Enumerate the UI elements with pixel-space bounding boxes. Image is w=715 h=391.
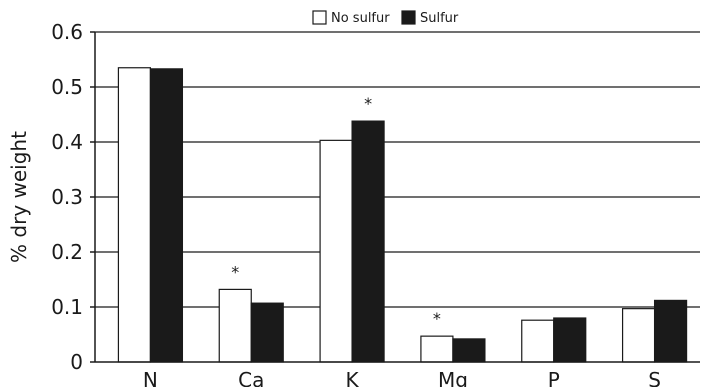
y-tick-label: 0 — [70, 350, 83, 374]
x-category-label-mg: Mg — [438, 368, 468, 387]
bar-ca-sulfur — [250, 302, 284, 363]
bar-s-sulfur — [653, 299, 688, 363]
y-tick-label: 0.3 — [51, 185, 83, 209]
legend: No sulfur Sulfur — [312, 10, 459, 26]
annotations: * * * — [231, 94, 441, 328]
significance-marker-mg: * — [433, 309, 441, 328]
x-category-label-p: P — [548, 368, 560, 387]
gridlines — [95, 31, 700, 308]
y-tick-label: 0.6 — [51, 20, 83, 44]
y-tick-label: 0.1 — [51, 295, 83, 319]
legend-label-no-sulfur: No sulfur — [331, 11, 390, 26]
y-tick-label: 0.4 — [51, 130, 83, 154]
bar-n-no-sulfur — [117, 67, 152, 363]
bar-p-sulfur — [553, 317, 587, 363]
y-axis-title: % dry weight — [7, 131, 31, 263]
bar-k-sulfur — [351, 120, 385, 363]
x-category-label-ca: Ca — [238, 368, 264, 387]
legend-swatch-no-sulfur — [312, 10, 327, 25]
significance-marker-k: * — [364, 94, 372, 113]
bar-n-sulfur — [149, 68, 184, 363]
legend-label-sulfur: Sulfur — [420, 11, 459, 26]
bar-k-no-sulfur — [319, 139, 353, 363]
x-category-label-n: N — [143, 368, 158, 387]
bar-p-no-sulfur — [521, 319, 555, 363]
y-tick-label: 0.2 — [51, 240, 83, 264]
bar-ca-no-sulfur — [218, 288, 252, 363]
y-tick-label: 0.5 — [51, 75, 83, 99]
x-category-labels: N Ca K Mg P S — [143, 368, 661, 391]
bar-s-no-sulfur — [621, 308, 656, 363]
bars — [117, 67, 688, 363]
legend-swatch-sulfur — [401, 10, 416, 25]
bar-mg-no-sulfur — [420, 335, 454, 363]
significance-marker-ca: * — [231, 262, 239, 281]
x-category-label-k: K — [346, 368, 360, 387]
x-category-label-s: S — [648, 368, 661, 387]
y-ticks: 0 0.1 0.2 0.3 0.4 0.5 0.6 — [51, 20, 95, 374]
bar-mg-sulfur — [452, 338, 486, 363]
